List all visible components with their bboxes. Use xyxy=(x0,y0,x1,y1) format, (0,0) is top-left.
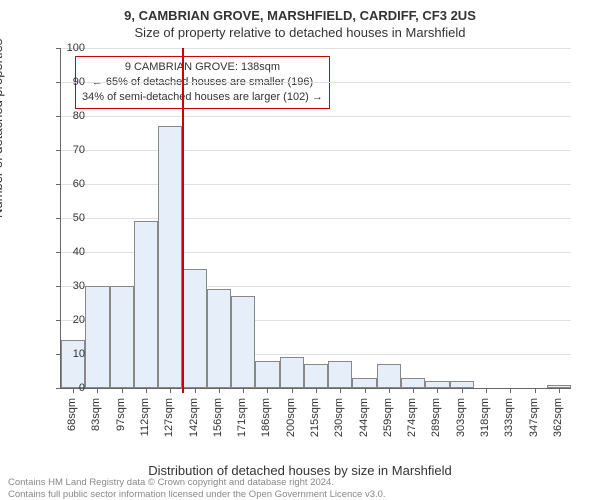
annotation-line-3: 34% of semi-detached houses are larger (… xyxy=(82,90,323,105)
ytick-label: 30 xyxy=(45,280,85,292)
histogram-bar xyxy=(158,126,182,388)
ytick-label: 90 xyxy=(45,76,85,88)
histogram-bar xyxy=(377,364,401,388)
footnote-line-2: Contains full public sector information … xyxy=(8,489,386,500)
histogram-bar xyxy=(401,378,425,388)
histogram-bar xyxy=(352,378,376,388)
xtick-mark xyxy=(462,388,463,393)
property-marker-line xyxy=(182,48,184,393)
xtick-label: 186sqm xyxy=(260,398,272,458)
ytick-label: 20 xyxy=(45,314,85,326)
xtick-label: 244sqm xyxy=(358,398,370,458)
ytick-label: 10 xyxy=(45,348,85,360)
xtick-mark xyxy=(413,388,414,393)
plot-area: 9 CAMBRIAN GROVE: 138sqm ← 65% of detach… xyxy=(60,48,571,389)
histogram-bar xyxy=(425,381,449,388)
x-axis-label: Distribution of detached houses by size … xyxy=(0,463,600,478)
xtick-label: 215sqm xyxy=(309,398,321,458)
annotation-line-1: 9 CAMBRIAN GROVE: 138sqm xyxy=(82,60,323,75)
xtick-mark xyxy=(437,388,438,393)
xtick-label: 156sqm xyxy=(212,398,224,458)
xtick-mark xyxy=(316,388,317,393)
xtick-label: 289sqm xyxy=(430,398,442,458)
xtick-label: 97sqm xyxy=(115,398,127,458)
xtick-label: 274sqm xyxy=(406,398,418,458)
gridline xyxy=(61,48,571,49)
xtick-mark xyxy=(510,388,511,393)
xtick-label: 347sqm xyxy=(528,398,540,458)
xtick-mark xyxy=(195,388,196,393)
ytick-label: 100 xyxy=(45,42,85,54)
xtick-mark xyxy=(97,388,98,393)
histogram-bar xyxy=(85,286,109,388)
histogram-bar xyxy=(231,296,255,388)
xtick-label: 68sqm xyxy=(66,398,78,458)
histogram-bar xyxy=(134,221,158,388)
xtick-mark xyxy=(267,388,268,393)
ytick-label: 70 xyxy=(45,144,85,156)
histogram-bar xyxy=(328,361,352,388)
histogram-bar xyxy=(182,269,206,388)
footnote: Contains HM Land Registry data © Crown c… xyxy=(8,477,386,500)
gridline xyxy=(61,218,571,219)
gridline xyxy=(61,82,571,83)
xtick-mark xyxy=(170,388,171,393)
histogram-bar xyxy=(450,381,474,388)
xtick-label: 362sqm xyxy=(552,398,564,458)
xtick-label: 333sqm xyxy=(503,398,515,458)
xtick-label: 200sqm xyxy=(285,398,297,458)
xtick-label: 230sqm xyxy=(333,398,345,458)
gridline xyxy=(61,116,571,117)
ytick-label: 0 xyxy=(45,382,85,394)
gridline xyxy=(61,150,571,151)
xtick-mark xyxy=(486,388,487,393)
histogram-bar xyxy=(207,289,231,388)
xtick-mark xyxy=(243,388,244,393)
chart-title-main: 9, CAMBRIAN GROVE, MARSHFIELD, CARDIFF, … xyxy=(0,0,600,23)
xtick-mark xyxy=(146,388,147,393)
xtick-label: 318sqm xyxy=(479,398,491,458)
xtick-mark xyxy=(559,388,560,393)
xtick-mark xyxy=(389,388,390,393)
xtick-label: 171sqm xyxy=(236,398,248,458)
ytick-label: 80 xyxy=(45,110,85,122)
ytick-label: 50 xyxy=(45,212,85,224)
gridline xyxy=(61,184,571,185)
xtick-mark xyxy=(340,388,341,393)
xtick-label: 142sqm xyxy=(188,398,200,458)
histogram-bar xyxy=(304,364,328,388)
xtick-mark xyxy=(122,388,123,393)
histogram-bar xyxy=(110,286,134,388)
xtick-label: 259sqm xyxy=(382,398,394,458)
xtick-label: 83sqm xyxy=(90,398,102,458)
xtick-label: 127sqm xyxy=(163,398,175,458)
xtick-mark xyxy=(535,388,536,393)
xtick-mark xyxy=(292,388,293,393)
y-axis-label: Number of detached properties xyxy=(0,39,5,218)
xtick-label: 303sqm xyxy=(455,398,467,458)
chart-title-sub: Size of property relative to detached ho… xyxy=(0,23,600,46)
xtick-mark xyxy=(219,388,220,393)
histogram-bar xyxy=(280,357,304,388)
xtick-label: 112sqm xyxy=(139,398,151,458)
footnote-line-1: Contains HM Land Registry data © Crown c… xyxy=(8,477,386,488)
ytick-label: 40 xyxy=(45,246,85,258)
ytick-label: 60 xyxy=(45,178,85,190)
xtick-mark xyxy=(365,388,366,393)
histogram-bar xyxy=(255,361,279,388)
